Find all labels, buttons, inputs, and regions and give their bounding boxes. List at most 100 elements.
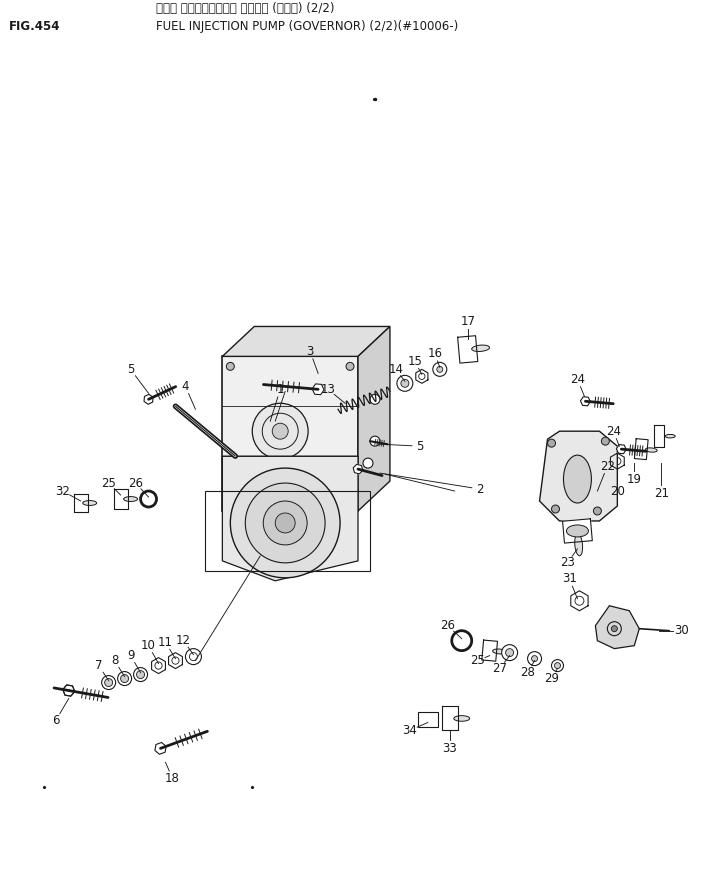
- Polygon shape: [571, 590, 588, 611]
- Text: FIG.454: FIG.454: [9, 21, 60, 33]
- Text: 26: 26: [440, 619, 455, 633]
- Text: 24: 24: [570, 373, 585, 386]
- Ellipse shape: [665, 435, 675, 438]
- Text: 4: 4: [181, 380, 189, 392]
- Text: 2: 2: [476, 483, 483, 495]
- Circle shape: [252, 403, 308, 459]
- Circle shape: [554, 663, 560, 668]
- Circle shape: [547, 439, 556, 447]
- Circle shape: [528, 651, 541, 666]
- Circle shape: [226, 362, 234, 370]
- Circle shape: [121, 675, 129, 683]
- Circle shape: [370, 394, 380, 404]
- Text: 24: 24: [606, 425, 621, 438]
- Polygon shape: [415, 369, 428, 383]
- Circle shape: [531, 656, 538, 661]
- Text: 31: 31: [562, 573, 577, 585]
- Polygon shape: [152, 658, 166, 674]
- Circle shape: [272, 423, 288, 439]
- Polygon shape: [562, 519, 593, 543]
- Text: 21: 21: [654, 487, 669, 500]
- Polygon shape: [539, 431, 617, 521]
- Circle shape: [397, 375, 413, 392]
- Polygon shape: [114, 489, 127, 509]
- Polygon shape: [616, 444, 626, 453]
- Ellipse shape: [83, 501, 96, 505]
- Circle shape: [552, 505, 559, 513]
- Text: 10: 10: [141, 639, 156, 652]
- Text: 17: 17: [460, 315, 475, 328]
- Ellipse shape: [645, 448, 657, 452]
- Text: 11: 11: [158, 636, 173, 650]
- Circle shape: [346, 362, 354, 370]
- Circle shape: [611, 625, 617, 632]
- Circle shape: [502, 644, 518, 660]
- Text: 27: 27: [492, 662, 507, 675]
- Text: 28: 28: [520, 666, 535, 679]
- Ellipse shape: [564, 455, 591, 503]
- Text: 19: 19: [627, 472, 642, 486]
- Polygon shape: [222, 357, 358, 511]
- Text: 34: 34: [402, 724, 418, 737]
- Polygon shape: [458, 336, 478, 363]
- Text: 18: 18: [165, 771, 180, 785]
- Polygon shape: [168, 652, 182, 668]
- Circle shape: [552, 659, 564, 672]
- Circle shape: [401, 379, 409, 387]
- Polygon shape: [63, 685, 75, 696]
- Text: 25: 25: [470, 654, 485, 668]
- Circle shape: [137, 670, 145, 678]
- Polygon shape: [611, 453, 624, 470]
- Polygon shape: [73, 494, 88, 512]
- Circle shape: [226, 497, 234, 505]
- Text: 13: 13: [320, 383, 336, 396]
- Text: 26: 26: [128, 477, 143, 489]
- Text: 1: 1: [276, 383, 284, 396]
- Text: 6: 6: [52, 714, 60, 727]
- Circle shape: [505, 649, 513, 657]
- Ellipse shape: [472, 345, 490, 351]
- Polygon shape: [144, 394, 153, 404]
- Polygon shape: [312, 383, 324, 395]
- Polygon shape: [358, 326, 390, 511]
- Text: 12: 12: [176, 634, 191, 647]
- Polygon shape: [222, 456, 358, 581]
- Ellipse shape: [124, 496, 138, 502]
- Text: 7: 7: [95, 659, 102, 672]
- Text: 5: 5: [416, 440, 423, 452]
- Text: 22: 22: [600, 460, 615, 472]
- Text: FUEL INJECTION PUMP (GOVERNOR) (2/2)(#10006-): FUEL INJECTION PUMP (GOVERNOR) (2/2)(#10…: [156, 21, 458, 33]
- Text: 8: 8: [111, 654, 118, 668]
- Circle shape: [246, 483, 325, 563]
- Text: 16: 16: [427, 347, 442, 360]
- Circle shape: [593, 507, 601, 515]
- Circle shape: [117, 672, 132, 685]
- Circle shape: [370, 436, 380, 446]
- Text: 30: 30: [674, 625, 688, 637]
- Polygon shape: [482, 640, 498, 661]
- Polygon shape: [654, 426, 665, 447]
- Ellipse shape: [454, 716, 469, 721]
- Circle shape: [230, 468, 340, 578]
- Circle shape: [264, 501, 307, 545]
- Polygon shape: [634, 439, 648, 460]
- Text: 3: 3: [307, 345, 314, 358]
- Text: 32: 32: [55, 485, 71, 497]
- Circle shape: [601, 437, 609, 445]
- Circle shape: [363, 458, 373, 468]
- Text: 25: 25: [102, 477, 116, 489]
- Polygon shape: [595, 606, 639, 649]
- Circle shape: [433, 362, 447, 376]
- Text: 23: 23: [560, 556, 575, 569]
- Ellipse shape: [492, 649, 507, 654]
- Ellipse shape: [567, 525, 588, 537]
- Text: 5: 5: [127, 363, 134, 375]
- Polygon shape: [442, 706, 458, 730]
- Circle shape: [346, 497, 354, 505]
- Text: 9: 9: [127, 649, 135, 662]
- Polygon shape: [155, 743, 166, 754]
- Polygon shape: [222, 326, 390, 357]
- Text: 15: 15: [408, 355, 423, 368]
- Polygon shape: [63, 685, 75, 696]
- Text: 20: 20: [610, 485, 625, 497]
